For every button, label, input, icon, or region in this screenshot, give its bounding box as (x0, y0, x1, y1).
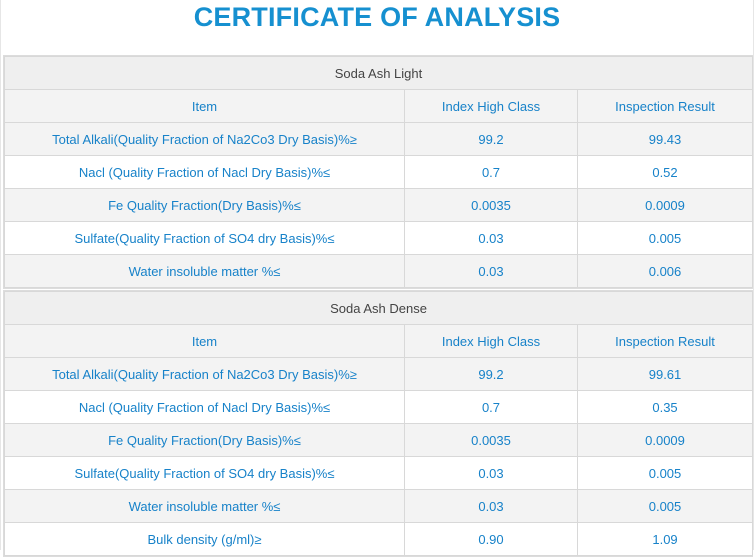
table-row: Nacl (Quality Fraction of Nacl Dry Basis… (4, 390, 754, 424)
item-cell: Fe Quality Fraction(Dry Basis)%≤ (4, 188, 405, 222)
item-cell: Water insoluble matter %≤ (4, 254, 405, 288)
analysis-table-dense: Soda Ash Dense Item Index High Class Ins… (3, 291, 754, 556)
result-cell: 0.35 (576, 390, 754, 424)
column-header-index: Index High Class (404, 324, 578, 358)
index-cell: 0.03 (404, 489, 578, 523)
result-cell: 0.005 (576, 456, 754, 490)
table-caption: Soda Ash Light (3, 56, 754, 90)
result-cell: 99.43 (576, 122, 754, 156)
table-row: Total Alkali(Quality Fraction of Na2Co3 … (4, 122, 754, 156)
table-row: Sulfate(Quality Fraction of SO4 dry Basi… (4, 221, 754, 255)
result-cell: 0.52 (576, 155, 754, 189)
result-cell: 99.61 (576, 357, 754, 391)
item-cell: Sulfate(Quality Fraction of SO4 dry Basi… (4, 221, 405, 255)
table-row: Water insoluble matter %≤ 0.03 0.005 (4, 489, 754, 523)
table-header-row: Item Index High Class Inspection Result (4, 89, 754, 123)
index-cell: 0.0035 (404, 423, 578, 457)
result-cell: 0.0009 (576, 423, 754, 457)
index-cell: 0.0035 (404, 188, 578, 222)
item-cell: Bulk density (g/ml)≥ (4, 522, 405, 556)
table-caption: Soda Ash Dense (3, 291, 754, 325)
index-cell: 0.03 (404, 254, 578, 288)
soda-ash-dense-table: Soda Ash Dense Item Index High Class Ins… (3, 290, 754, 557)
result-cell: 0.006 (576, 254, 754, 288)
index-cell: 99.2 (404, 357, 578, 391)
table-row: Total Alkali(Quality Fraction of Na2Co3 … (4, 357, 754, 391)
soda-ash-light-table: Soda Ash Light Item Index High Class Ins… (3, 55, 754, 289)
item-cell: Total Alkali(Quality Fraction of Na2Co3 … (4, 122, 405, 156)
table-caption-row: Soda Ash Dense (3, 291, 754, 325)
table-row: Fe Quality Fraction(Dry Basis)%≤ 0.0035 … (4, 188, 754, 222)
table-row: Fe Quality Fraction(Dry Basis)%≤ 0.0035 … (4, 423, 754, 457)
table-row: Nacl (Quality Fraction of Nacl Dry Basis… (4, 155, 754, 189)
index-cell: 0.03 (404, 456, 578, 490)
result-cell: 1.09 (576, 522, 754, 556)
table-row: Bulk density (g/ml)≥ 0.90 1.09 (4, 522, 754, 556)
item-cell: Total Alkali(Quality Fraction of Na2Co3 … (4, 357, 405, 391)
item-cell: Fe Quality Fraction(Dry Basis)%≤ (4, 423, 405, 457)
index-cell: 0.7 (404, 155, 578, 189)
column-header-item: Item (4, 324, 405, 358)
item-cell: Water insoluble matter %≤ (4, 489, 405, 523)
index-cell: 0.7 (404, 390, 578, 424)
table-header-row: Item Index High Class Inspection Result (4, 324, 754, 358)
table-row: Sulfate(Quality Fraction of SO4 dry Basi… (4, 456, 754, 490)
analysis-table-light: Soda Ash Light Item Index High Class Ins… (3, 56, 754, 288)
result-cell: 0.0009 (576, 188, 754, 222)
page-title: CERTIFICATE OF ANALYSIS (193, 2, 561, 32)
table-caption-row: Soda Ash Light (3, 56, 754, 90)
index-cell: 99.2 (404, 122, 578, 156)
result-cell: 0.005 (576, 221, 754, 255)
index-cell: 0.03 (404, 221, 578, 255)
index-cell: 0.90 (404, 522, 578, 556)
table-row: Water insoluble matter %≤ 0.03 0.006 (4, 254, 754, 288)
item-cell: Nacl (Quality Fraction of Nacl Dry Basis… (4, 155, 405, 189)
column-header-item: Item (4, 89, 405, 123)
item-cell: Nacl (Quality Fraction of Nacl Dry Basis… (4, 390, 405, 424)
column-header-result: Inspection Result (576, 89, 754, 123)
result-cell: 0.005 (576, 489, 754, 523)
column-header-result: Inspection Result (576, 324, 754, 358)
column-header-index: Index High Class (404, 89, 578, 123)
item-cell: Sulfate(Quality Fraction of SO4 dry Basi… (4, 456, 405, 490)
